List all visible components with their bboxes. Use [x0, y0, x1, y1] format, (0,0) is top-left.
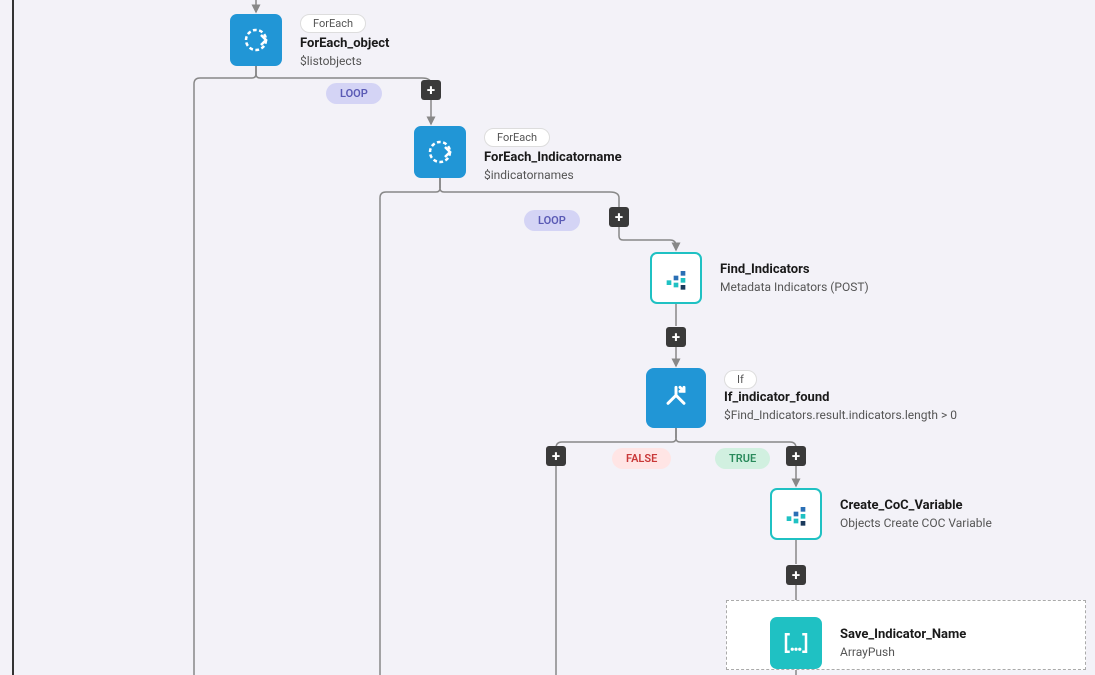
array-icon [781, 628, 811, 658]
branch-icon [660, 382, 692, 414]
plus-button-3[interactable]: + [666, 327, 686, 347]
sub-create-coc: Objects Create COC Variable [840, 516, 992, 530]
title-save-indicator: Save_Indicator_Name [840, 627, 966, 642]
sub-foreach-object: $listobjects [300, 54, 389, 68]
title-find-indicators: Find_Indicators [720, 262, 869, 277]
label-find-indicators: Find_Indicators Metadata Indicators (POS… [720, 262, 869, 294]
plus-button-5[interactable]: + [786, 446, 806, 466]
false-pill: FALSE [612, 448, 671, 469]
plus-button-1[interactable]: + [421, 80, 441, 100]
true-pill: TRUE [715, 448, 770, 469]
node-foreach-indicator[interactable] [414, 126, 466, 178]
type-pill-if: If [724, 370, 757, 389]
api-icon [662, 264, 690, 292]
loop-pill-1: LOOP [326, 83, 382, 104]
label-foreach-object: ForEach_object $listobjects [300, 36, 389, 68]
plus-button-2[interactable]: + [609, 207, 629, 227]
title-foreach-indicator: ForEach_Indicatorname [484, 150, 622, 165]
node-if-indicator-found[interactable] [646, 368, 706, 428]
left-border [12, 0, 14, 675]
sub-if-indicator-found: $Find_Indicators.result.indicators.lengt… [724, 408, 957, 422]
api-icon [782, 500, 810, 528]
connector-lines [0, 0, 1095, 675]
foreach-icon [425, 137, 455, 167]
plus-icon: + [427, 83, 435, 98]
plus-button-4[interactable]: + [546, 446, 566, 466]
sub-find-indicators: Metadata Indicators (POST) [720, 280, 869, 294]
node-foreach-object[interactable] [230, 14, 282, 66]
foreach-icon [241, 25, 271, 55]
label-create-coc: Create_CoC_Variable Objects Create COC V… [840, 498, 992, 530]
label-foreach-indicator: ForEach_Indicatorname $indicatornames [484, 150, 622, 182]
plus-icon: + [615, 210, 623, 225]
type-pill-foreach-object: ForEach [300, 14, 366, 33]
plus-icon: + [552, 449, 560, 464]
node-create-coc[interactable] [770, 488, 822, 540]
type-pill-foreach-indicator: ForEach [484, 128, 550, 147]
label-save-indicator: Save_Indicator_Name ArrayPush [840, 627, 966, 659]
title-create-coc: Create_CoC_Variable [840, 498, 992, 513]
node-find-indicators[interactable] [650, 252, 702, 304]
sub-foreach-indicator: $indicatornames [484, 168, 622, 182]
title-foreach-object: ForEach_object [300, 36, 389, 51]
title-if-indicator-found: If_indicator_found [724, 390, 957, 405]
sub-save-indicator: ArrayPush [840, 645, 966, 659]
label-if-indicator-found: If_indicator_found $Find_Indicators.resu… [724, 390, 957, 422]
loop-pill-2: LOOP [524, 210, 580, 231]
plus-icon: + [792, 449, 800, 464]
node-save-indicator[interactable] [770, 617, 822, 669]
plus-button-6[interactable]: + [786, 565, 806, 585]
plus-icon: + [792, 568, 800, 583]
plus-icon: + [672, 330, 680, 345]
